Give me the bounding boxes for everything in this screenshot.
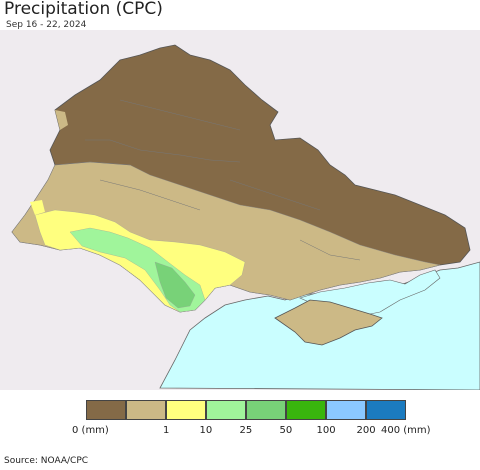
legend-label: 1 (163, 425, 170, 436)
legend-swatch (366, 400, 406, 420)
legend-swatch (206, 400, 246, 420)
precipitation-map (0, 30, 480, 390)
legend-label: 25 (239, 425, 253, 436)
zone-10-25mm-west (30, 200, 45, 215)
legend-swatch (286, 400, 326, 420)
legend-swatch (166, 400, 206, 420)
map-title: Precipitation (CPC) (4, 0, 163, 19)
legend-label: 200 (356, 425, 376, 436)
legend-swatch (326, 400, 366, 420)
crimea (274, 299, 383, 346)
legend-label: 0 (mm) (72, 425, 109, 436)
legend-swatch (246, 400, 286, 420)
legend-swatch (126, 400, 166, 420)
legend-label: 10 (199, 425, 213, 436)
legend-label: 50 (279, 425, 293, 436)
legend-label: 100 (316, 425, 336, 436)
legend-swatch (86, 400, 126, 420)
admin-borders (54, 99, 361, 261)
zone-1-10mm-north (55, 110, 68, 130)
map-subtitle: Sep 16 - 22, 2024 (6, 20, 87, 30)
legend-label: 400 (mm) (381, 425, 431, 436)
source-credit: Source: NOAA/CPC (4, 456, 89, 466)
zone-50-100mm (154, 261, 196, 309)
